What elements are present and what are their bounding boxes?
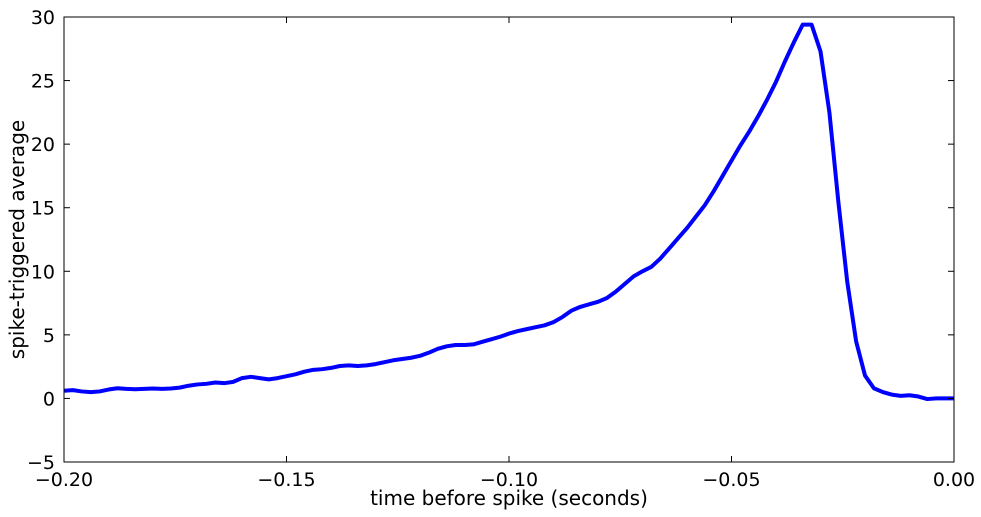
y-tick-label: −5 (27, 452, 55, 474)
x-axis-label: time before spike (seconds) (370, 486, 648, 510)
y-tick-label: 15 (31, 198, 55, 220)
y-axis-label: spike-triggered average (5, 120, 29, 359)
y-tick-label: 5 (43, 325, 55, 347)
y-tick-label: 20 (31, 134, 55, 156)
x-tick-label: −0.05 (702, 469, 760, 491)
x-tick-label: −0.10 (480, 469, 538, 491)
x-tick-label: 0.00 (933, 469, 975, 491)
series-layer (63, 22, 954, 402)
ticks-layer: −0.20 −0.15 −0.10 −0.05 0.00 −5 0 5 10 15 20 25 30 (27, 7, 975, 491)
x-tick-label: −0.15 (257, 469, 315, 491)
y-tick-label: 0 (43, 388, 55, 410)
y-tick-label: 30 (31, 7, 55, 29)
x-tick-label: −0.20 (35, 469, 93, 491)
y-tick-label: 10 (31, 261, 55, 283)
y-tick-label: 25 (31, 71, 55, 93)
series-line-0 (63, 22, 954, 402)
